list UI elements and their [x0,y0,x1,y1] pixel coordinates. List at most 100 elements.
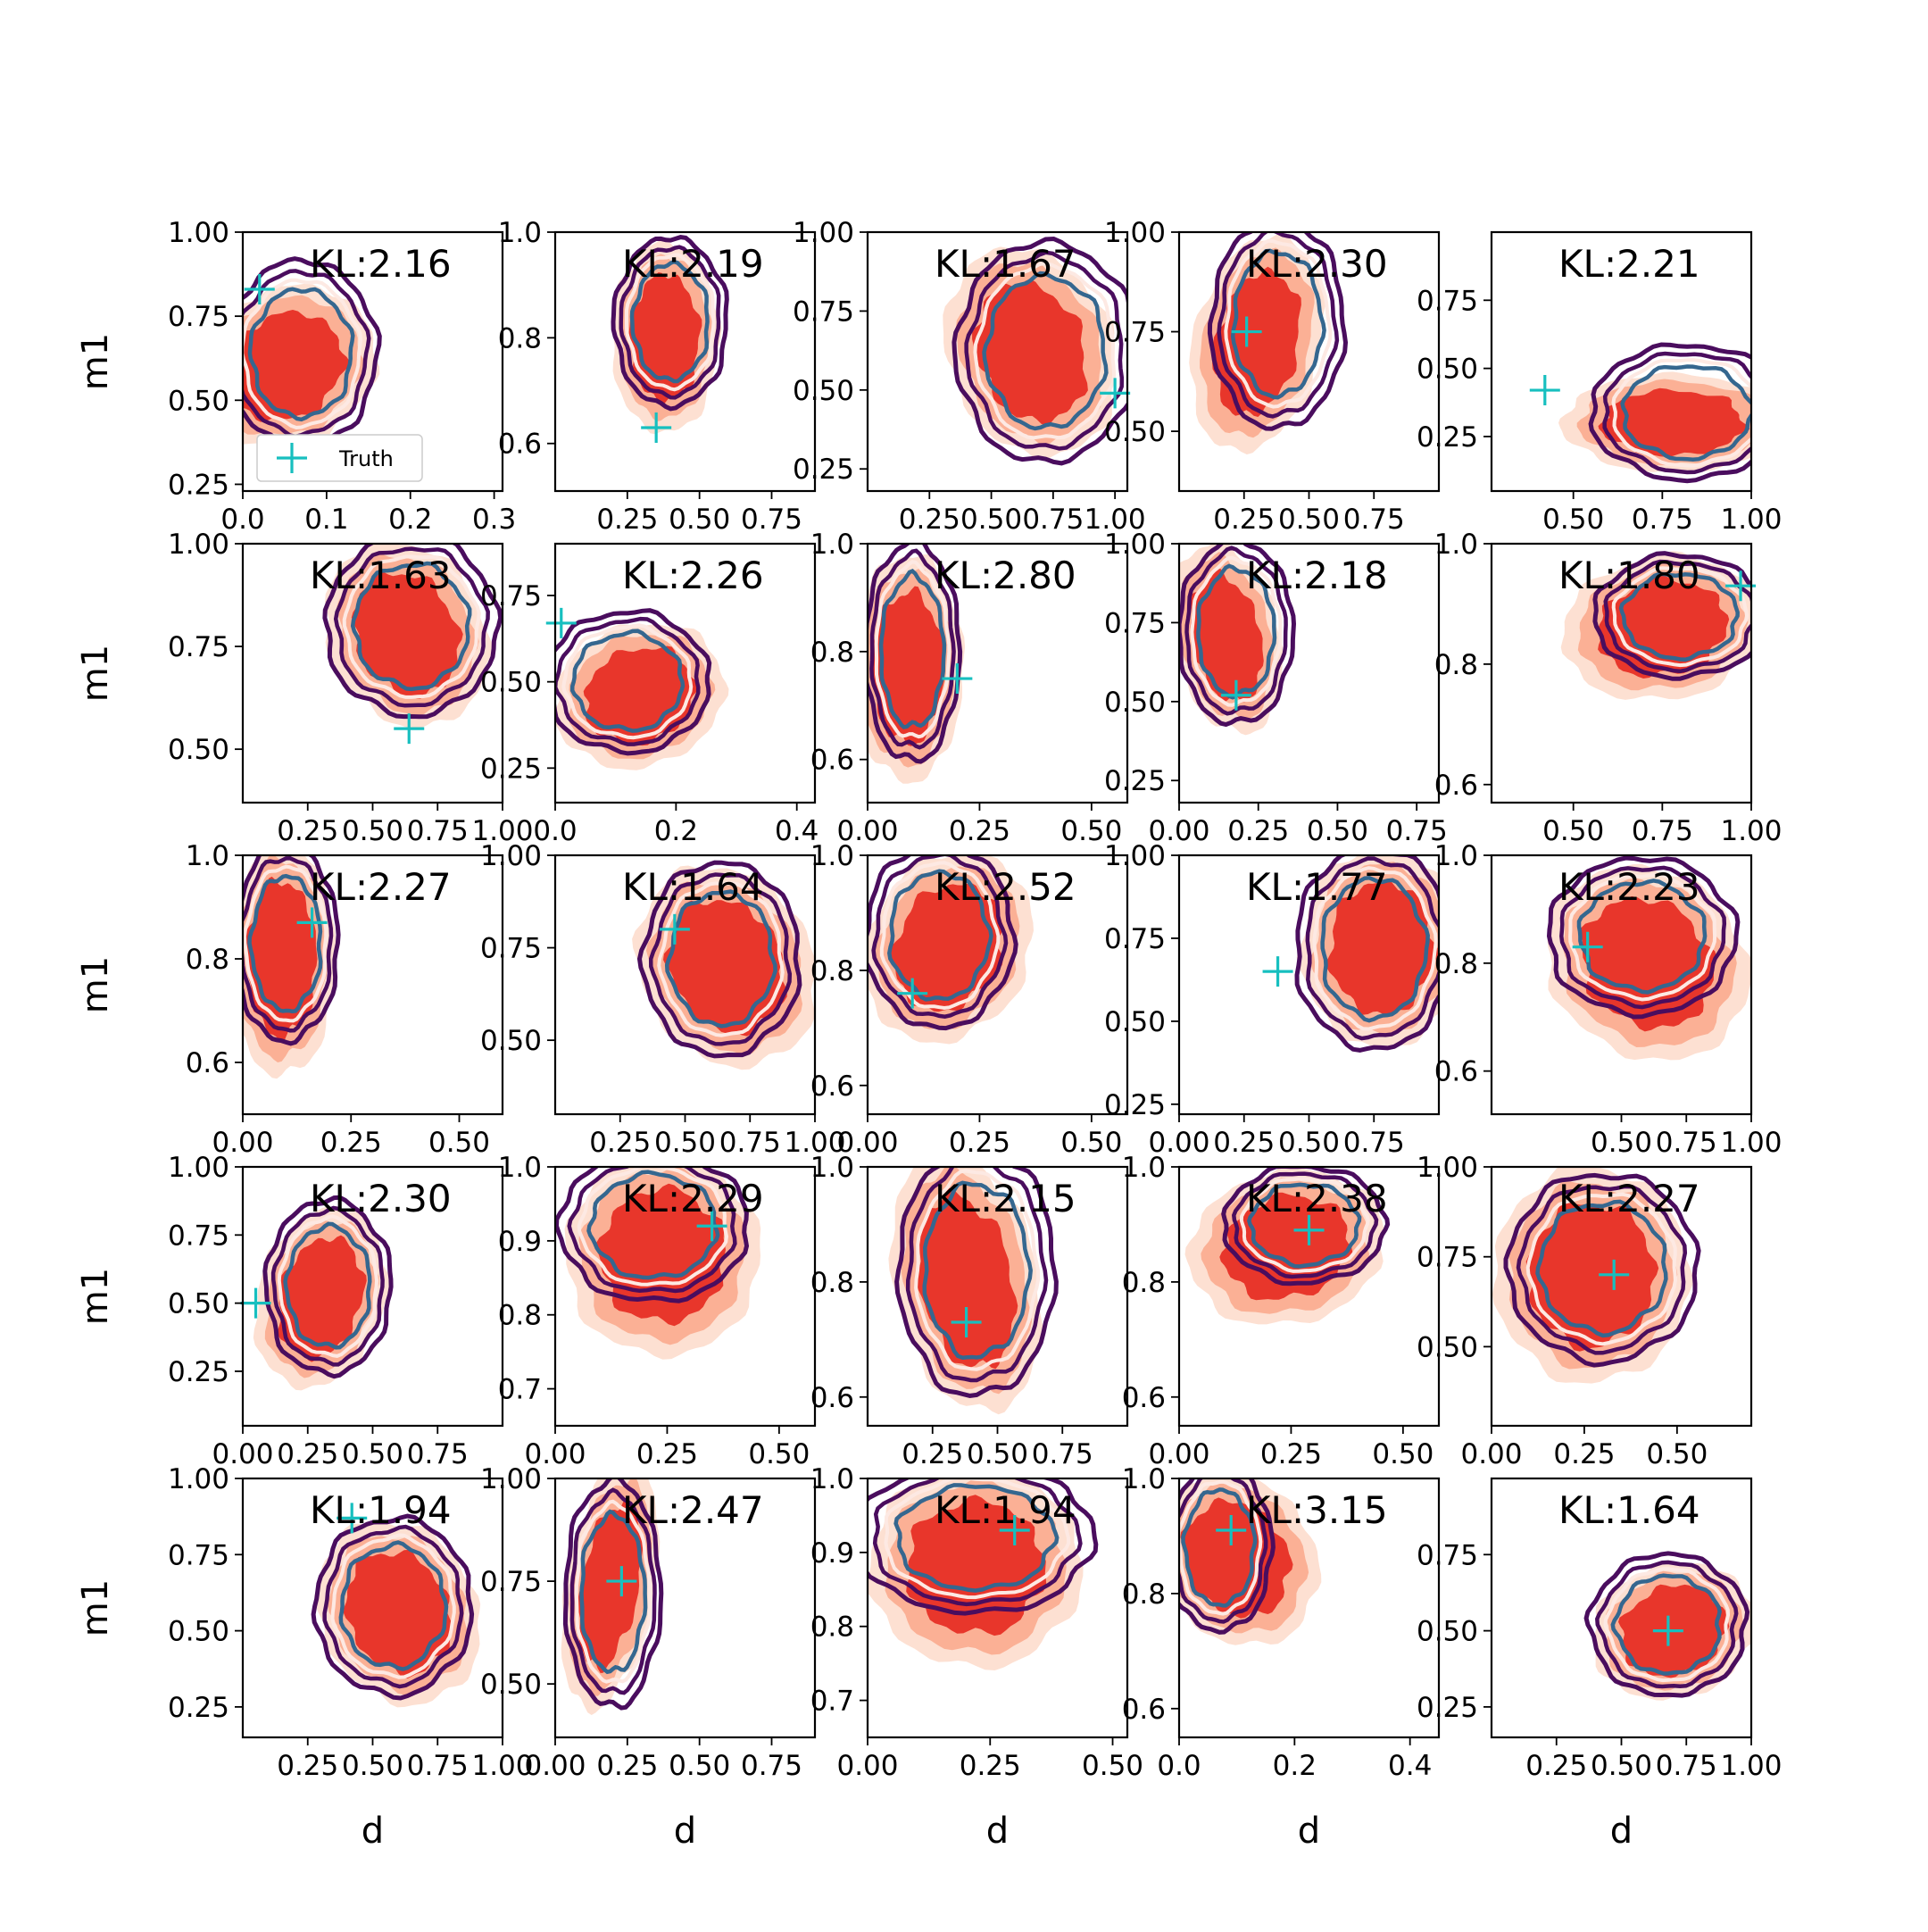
x-tick-label: 0.25 [1213,1127,1275,1159]
contour-inner [629,259,710,384]
contour-second [243,269,371,439]
x-tick-label: 0.00 [212,1127,273,1159]
kl-label: KL:2.27 [310,865,452,909]
y-tick-label: 0.50 [480,1025,542,1057]
y-tick-label: 1.00 [1417,1152,1478,1184]
panel-4: KL:2.300.25 0.50 0.750.500.751.00 [1104,217,1441,536]
panel-frame [1177,542,1441,804]
kl-label: KL:1.64 [622,865,764,909]
kl-label: KL:2.52 [935,865,1076,909]
x-tick-label: 0.75 [1343,504,1405,536]
x-tick-label: 0.3 [472,504,516,536]
panel-7: KL:2.26 0.0 0.2 0.4 0.25 0.50 0.75 [480,542,819,847]
panel-frame [553,1165,817,1428]
panel-plot-area [943,236,1127,466]
panel-plot-area [322,544,503,729]
contour-second [1602,351,1751,475]
panel-plot-area [555,608,729,770]
x-tick-label: 1.00 [1720,504,1782,536]
panel-plot-area [888,1167,1059,1415]
filled-density-inner [578,1496,644,1673]
y-axis-label: m1 [75,1579,116,1636]
contour-inner [247,873,323,1014]
y-tick-label: 0.75 [1104,607,1166,639]
contour-second [1559,865,1727,1010]
x-tick-label: 0.25 [277,815,338,847]
x-tick-label: 0.25 [960,1750,1021,1782]
kl-label: KL:2.19 [622,242,764,286]
y-tick-label: 0.8 [1434,649,1478,681]
panel-frame [866,542,1129,804]
kl-label: KL:2.30 [310,1177,452,1220]
y-tick-label: 0.8 [810,1611,854,1644]
x-tick-label: 0.00 [836,815,898,847]
y-tick-label: 1.0 [810,1463,854,1495]
contour-inner [283,1221,372,1350]
panel-14: KL:1.770.00 0.25 0.50 0.750.250.500.751.00 [1104,840,1441,1159]
truth-marker [606,1566,637,1597]
y-tick-label: 0.8 [498,322,542,354]
y-tick-label: 0.50 [168,385,229,417]
kl-label: KL:2.29 [622,1177,764,1220]
contour-second [869,548,956,750]
panel-frame [241,854,504,1116]
x-axis-label: d [674,1811,696,1852]
contour-second [333,546,490,708]
filled-density-inner [628,272,702,405]
x-tick-label: 0.4 [1388,1750,1432,1782]
x-tick-label: 0.00 [1148,1438,1209,1470]
contour-inner [887,869,993,1002]
x-tick-label: 0.00 [524,1750,586,1782]
contour-inner [1576,879,1708,995]
x-tick-label: 0.50 [1060,1127,1122,1159]
truth-marker [1100,378,1131,409]
y-tick-label: 1.0 [1122,1463,1166,1495]
contour-second [322,1524,464,1689]
y-tick-label: 0.50 [480,667,542,699]
truth-marker [951,1307,982,1337]
panel-8: KL:2.80 0.00 0.25 0.50 0.6 0.8 1.0 [810,529,1129,847]
truth-marker [1293,1214,1325,1245]
y-tick-label: 0.7 [810,1686,854,1718]
x-tick-label: 0.50 [1646,1438,1708,1470]
x-tick-label: 1.00 [471,1750,533,1782]
x-tick-label: 0.75 [1632,504,1693,536]
contour-mid [574,1499,652,1684]
y-tick-label: 0.6 [810,1382,854,1414]
truth-marker [659,913,690,945]
y-tick-label: 0.50 [1104,416,1166,448]
panel-16: KL:2.300.00 0.25 0.50 0.750.250.500.751.00m… [75,1152,504,1470]
x-tick-label: 0.50 [967,1438,1028,1470]
y-tick-label: 0.50 [1417,1616,1478,1648]
kl-label: KL:1.94 [935,1488,1076,1532]
panel-frame [866,230,1129,493]
panel-plot-area [311,1513,481,1708]
y-tick-label: 0.7 [498,1374,542,1406]
y-tick-label: 0.25 [1104,1089,1166,1121]
contour-outer [562,1478,664,1711]
contour-inner [350,561,472,692]
y-tick-label: 1.0 [810,529,854,561]
panel-25: KL:1.640.25 0.50 0.75 1.000.250.500.75d [1417,1477,1783,1852]
x-tick-label: 0.50 [1278,504,1340,536]
contour-mid [624,253,716,392]
y-tick-label: 0.25 [480,753,542,785]
x-tick-label: 1.00 [1720,1127,1782,1159]
y-tick-label: 0.6 [810,745,854,777]
y-tick-label: 0.25 [168,469,229,501]
x-tick-label: 0.00 [1460,1438,1522,1470]
x-tick-label: 0.00 [836,1127,898,1159]
x-tick-label: 0.25 [277,1438,338,1470]
x-tick-label: 0.25 [589,1127,651,1159]
x-tick-label: 0.75 [719,1127,781,1159]
contour-outer [243,256,382,450]
kl-label: KL:2.47 [622,1488,764,1532]
contour-mid [243,864,328,1023]
panel-plot-area [868,855,1034,1045]
x-tick-label: 0.75 [407,815,469,847]
x-tick-label: 0.75 [1632,815,1693,847]
x-tick-label: 0.75 [1656,1127,1717,1159]
y-tick-label: 0.9 [498,1226,542,1258]
x-tick-label: 0.25 [636,1438,698,1470]
